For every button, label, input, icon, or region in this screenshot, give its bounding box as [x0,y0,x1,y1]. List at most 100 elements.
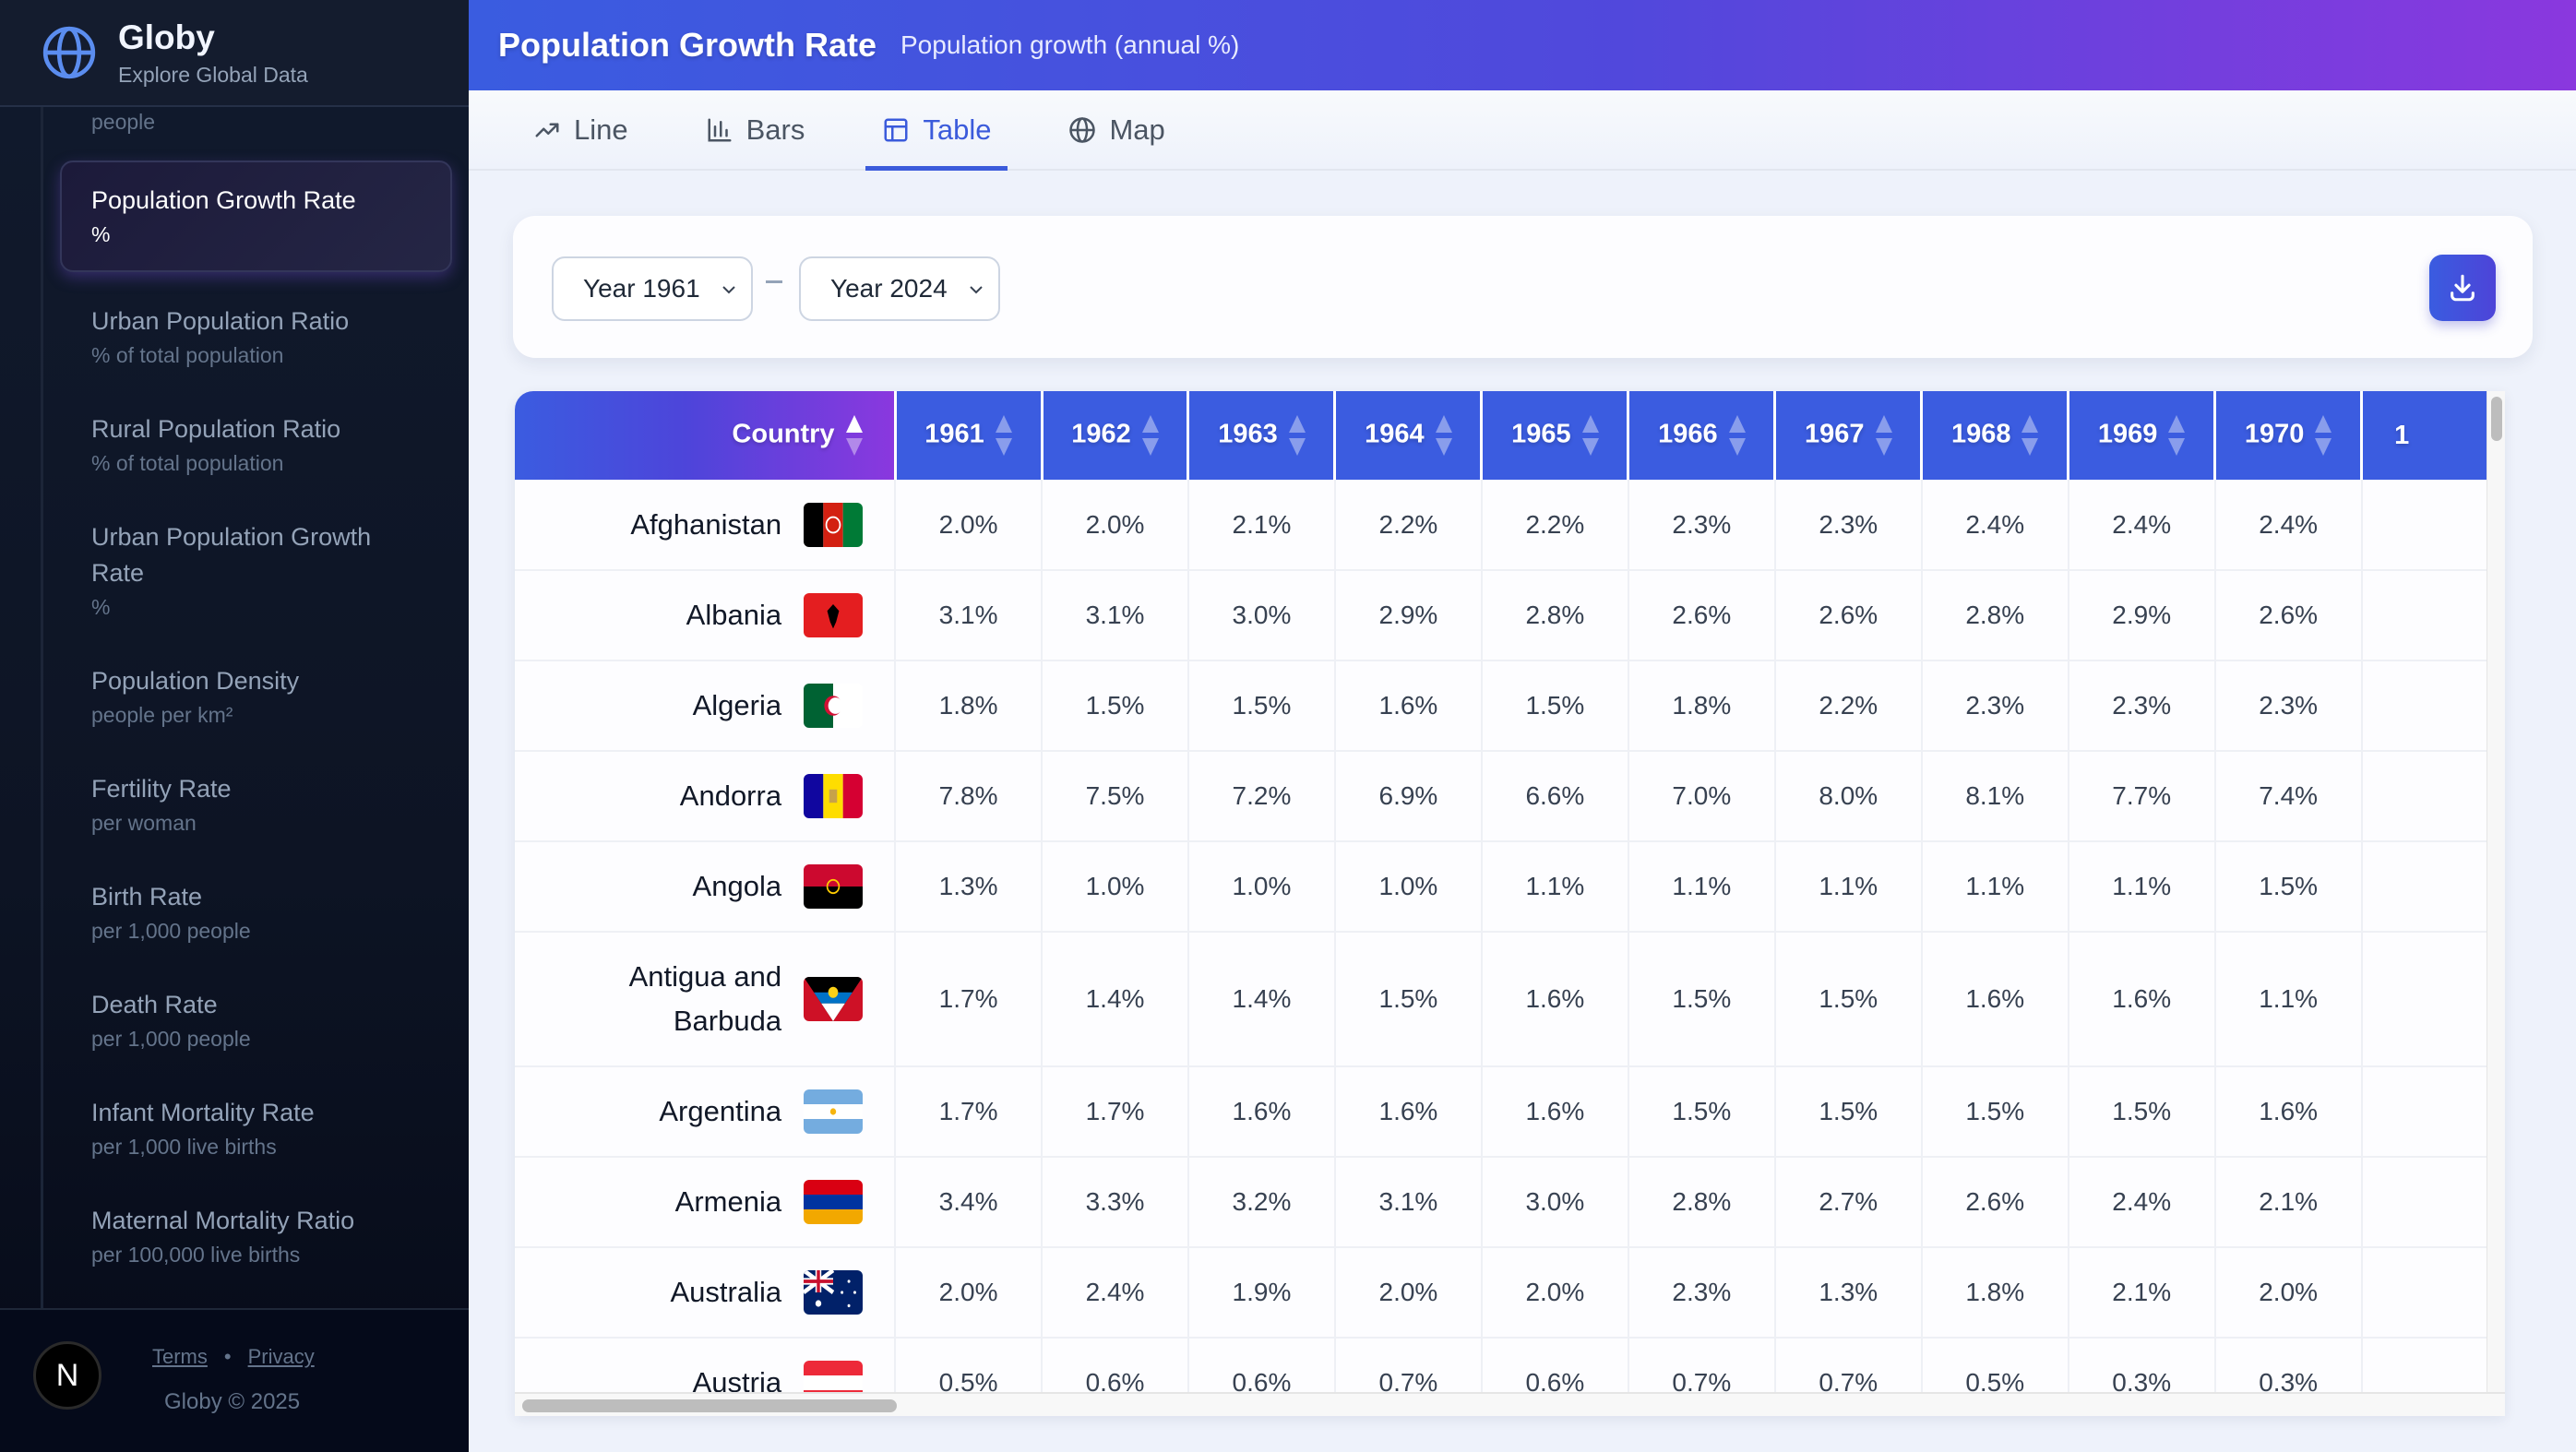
table-row[interactable]: Australia 2.0% 2.4% 1.9% 2.0% 2.0% 2.3% 1.3% 1.8… [515,1247,2505,1339]
value-cell: 1.5% [1042,661,1189,752]
country-name: Algeria [692,689,782,721]
value-cell: 1.5% [1481,661,1629,752]
column-header-year[interactable]: 1968 [1921,391,2070,480]
column-header-year[interactable]: 1965 [1481,391,1630,480]
tab-map[interactable]: Map [1052,90,1181,169]
value-cell: 2.0% [1042,480,1189,571]
value-cell: 2.6% [1774,570,1923,661]
value-cell: 2.2% [1334,480,1483,571]
sidebar-item-unit: % [91,595,111,619]
column-header-year[interactable]: 1966 [1628,391,1777,480]
sidebar-item-population-growth-rate[interactable]: Population Growth Rate % [60,161,452,272]
brand-header[interactable]: Globy Explore Global Data [0,0,469,107]
value-cell: 1.1% [2068,841,2216,933]
table-row[interactable]: Armenia 3.4% 3.3% 3.2% 3.1% 3.0% 2.8% 2.7% 2.6% 2… [515,1157,2505,1248]
sidebar-item-maternal-mortality-ratio[interactable]: Maternal Mortality Ratio per 100,000 liv… [60,1183,452,1291]
table-row[interactable]: Albania 3.1% 3.1% 3.0% 2.9% 2.8% 2.6% 2.6% 2.8% 2… [515,570,2505,661]
table-row[interactable]: Algeria 1.8% 1.5% 1.5% 1.6% 1.5% 1.8% 2.2% 2.3% 2… [515,661,2505,752]
table-icon [884,118,908,141]
value-cell-partial [2361,480,2505,571]
sidebar-item-label: Maternal Mortality Ratio [91,1207,355,1234]
sidebar-item-label: Urban Population Growth Rate [91,523,372,587]
value-cell-partial [2361,751,2505,842]
country-cell: Algeria [515,661,897,752]
column-header-year[interactable]: 1969 [2068,391,2217,480]
sidebar-item-infant-mortality-rate[interactable]: Infant Mortality Rate per 1,000 live bir… [60,1075,452,1183]
value-cell: 1.4% [1187,932,1336,1067]
tab-label: Line [574,113,628,146]
privacy-link[interactable]: Privacy [247,1345,315,1368]
value-cell: 2.3% [2068,661,2216,752]
value-cell: 2.6% [1628,570,1776,661]
country-cell: Angola [515,841,897,933]
indicator-nav[interactable]: people Population Growth Rate % Urban Po… [41,107,469,1308]
column-header-year[interactable]: 1961 [895,391,1044,480]
value-cell: 7.5% [1042,751,1189,842]
scrollbar-thumb[interactable] [2491,397,2502,441]
sidebar-item-population-density[interactable]: Population Density people per km² [60,643,452,751]
sidebar-item-label: Death Rate [91,991,218,1018]
horizontal-scrollbar[interactable] [515,1392,2505,1416]
sort-icon [2168,415,2186,456]
sort-ascending-icon [845,415,863,456]
sidebar-item-death-rate[interactable]: Death Rate per 1,000 people [60,967,452,1075]
start-year-select[interactable]: Year 1961 [552,256,753,321]
value-cell: 1.1% [1628,841,1776,933]
value-cell: 2.0% [895,480,1044,571]
table-row[interactable]: Antigua and Barbuda 1.7% 1.4% 1.4% 1.5% 1.6% 1… [515,932,2505,1067]
value-cell: 2.4% [2214,480,2363,571]
country-cell: Afghanistan [515,480,897,571]
sidebar-item-birth-rate[interactable]: Birth Rate per 1,000 people [60,859,452,967]
sidebar-item-fertility-rate[interactable]: Fertility Rate per woman [60,751,452,859]
value-cell: 1.8% [1921,1247,2069,1339]
tab-table[interactable]: Table [865,90,1008,171]
column-header-year[interactable]: 1962 [1042,391,1190,480]
value-cell: 1.9% [1187,1247,1336,1339]
tab-bars[interactable]: Bars [689,90,822,169]
value-cell: 2.3% [2214,661,2363,752]
sidebar-item-unit: % of total population [91,343,284,367]
column-header-year[interactable]: 1964 [1334,391,1484,480]
table-row[interactable]: Angola 1.3% 1.0% 1.0% 1.0% 1.1% 1.1% 1.1% 1.1% 1.… [515,841,2505,933]
vertical-scrollbar[interactable] [2487,391,2505,1416]
sidebar-item-rural-population-ratio[interactable]: Rural Population Ratio % of total popula… [60,391,452,499]
table-row[interactable]: Andorra 7.8% 7.5% 7.2% 6.9% 6.6% 7.0% 8.0% 8.1% 7… [515,751,2505,842]
sidebar-item-label: Birth Rate [91,883,203,910]
sort-icon [1141,415,1159,456]
data-table-container[interactable]: Country 1961 1962 1963 1964 1965 1966 19… [515,391,2505,1416]
column-header-year-partial[interactable]: 1 [2361,391,2505,480]
terms-link[interactable]: Terms [152,1345,208,1368]
value-cell: 8.1% [1921,751,2069,842]
value-cell: 1.8% [1628,661,1776,752]
download-button[interactable] [2429,255,2496,321]
value-cell: 2.3% [1774,480,1923,571]
value-cell: 1.6% [1481,932,1629,1067]
value-cell: 2.0% [1481,1247,1629,1339]
scrollbar-thumb[interactable] [522,1399,897,1412]
column-header-year[interactable]: 1967 [1774,391,1924,480]
column-header-year[interactable]: 1963 [1187,391,1337,480]
footer-links: Terms • Privacy [152,1345,315,1369]
column-header-country[interactable]: Country [515,391,897,480]
sidebar-item-urban-population-growth-rate[interactable]: Urban Population Growth Rate % [60,499,452,643]
sort-icon [2315,415,2332,456]
footer-separator: • [223,1345,232,1368]
end-year-select[interactable]: Year 2024 [799,256,1000,321]
column-header-year[interactable]: 1970 [2214,391,2364,480]
tab-line[interactable]: Line [517,90,645,169]
value-cell: 2.3% [1628,480,1776,571]
sidebar-item-unit: per 1,000 people [91,919,251,943]
country-name: Armenia [674,1185,782,1218]
sidebar-item-urban-population-ratio[interactable]: Urban Population Ratio % of total popula… [60,283,452,391]
value-cell: 1.6% [2068,932,2216,1067]
value-cell: 1.0% [1042,841,1189,933]
tab-label: Table [923,113,992,146]
flag-ao-icon [804,864,864,909]
country-cell: Armenia [515,1157,897,1248]
table-row[interactable]: Afghanistan 2.0% 2.0% 2.1% 2.2% 2.2% 2.3% 2.3% 2… [515,480,2505,571]
start-year-value: Year 1961 [583,274,700,303]
table-row[interactable]: Argentina 1.7% 1.7% 1.6% 1.6% 1.6% 1.5% 1.5% 1.5… [515,1066,2505,1158]
value-cell: 3.3% [1042,1157,1189,1248]
nextjs-badge-icon[interactable]: N [33,1341,101,1410]
